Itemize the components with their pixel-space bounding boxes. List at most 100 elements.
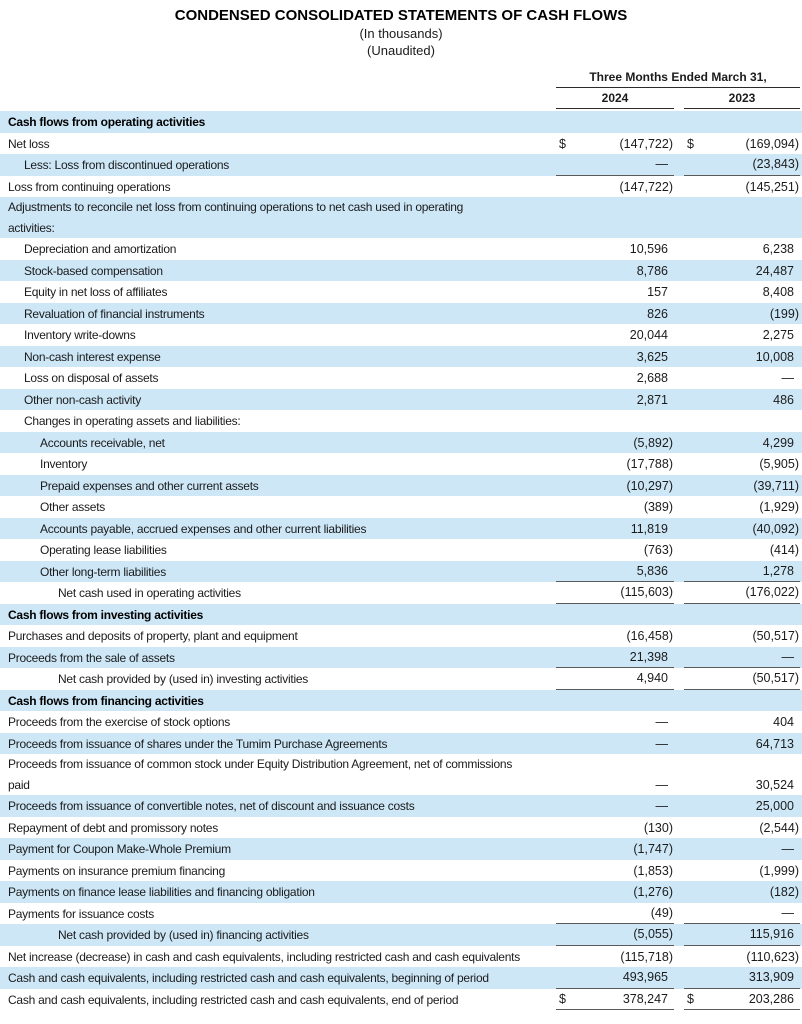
value-2024: 8,786 bbox=[636, 263, 668, 278]
row-label: Adjustments to reconcile net loss from c… bbox=[8, 200, 464, 235]
table-row: Accounts receivable, net (5,892) 4,299 bbox=[0, 431, 802, 454]
value-2023: (40,092) bbox=[752, 521, 799, 536]
row-label: Payment for Coupon Make-Whole Premium bbox=[8, 842, 231, 856]
year-columns-header: 2024 2023 bbox=[0, 89, 802, 109]
value-2024-cell bbox=[556, 605, 674, 626]
value-2023: — bbox=[781, 842, 795, 856]
value-2023-cell: 404 bbox=[684, 712, 800, 733]
value-2023-cell: (39,711) bbox=[684, 476, 800, 497]
document-header: CONDENSED CONSOLIDATED STATEMENTS OF CAS… bbox=[0, 0, 802, 59]
value-2023-cell: 25,000 bbox=[684, 796, 800, 817]
section-header-row: Cash flows from operating activities bbox=[0, 111, 802, 133]
value-2024-cell: 5,836 bbox=[556, 561, 674, 582]
value-2024-cell: (5,055) bbox=[556, 924, 674, 946]
value-2024: (115,718) bbox=[620, 949, 673, 964]
value-2023: (1,929) bbox=[759, 500, 799, 514]
table-row: Loss from continuing operations (147,722)… bbox=[0, 176, 802, 198]
row-label: Accounts payable, accrued expenses and o… bbox=[40, 521, 367, 536]
value-2024: 157 bbox=[647, 285, 668, 299]
value-2023: 64,713 bbox=[755, 736, 794, 751]
table-row: Purchases and deposits of property, plan… bbox=[0, 625, 802, 647]
value-2024: 21,398 bbox=[629, 649, 668, 664]
value-2023-cell: — bbox=[684, 368, 800, 389]
row-label: Cash and cash equivalents, including res… bbox=[8, 971, 489, 985]
row-label: Depreciation and amortization bbox=[24, 242, 177, 256]
value-2024-cell: (115,718) bbox=[556, 947, 674, 968]
period-header-label: Three Months Ended March 31, bbox=[556, 70, 800, 88]
row-label: Inventory bbox=[40, 457, 88, 471]
table-row: Stock-based compensation 8,786 24,487 bbox=[0, 259, 802, 281]
value-2024-cell: — bbox=[556, 796, 674, 817]
value-2023-cell: 486 bbox=[684, 390, 800, 411]
value-2024-cell bbox=[556, 411, 674, 432]
row-label: Revaluation of financial instruments bbox=[24, 306, 205, 321]
value-2024-cell: (5,892) bbox=[556, 433, 674, 454]
value-2023-cell: 8,408 bbox=[684, 282, 800, 303]
row-label: Accounts receivable, net bbox=[40, 435, 165, 450]
value-2024-cell: (130) bbox=[556, 818, 674, 839]
value-2023: (176,022) bbox=[745, 585, 799, 599]
value-2024: — bbox=[655, 715, 669, 729]
table-row: Proceeds from the sale of assets 21,398 — bbox=[0, 646, 802, 668]
value-2023-cell: — bbox=[684, 647, 800, 668]
row-label: Operating lease liabilities bbox=[40, 543, 167, 557]
value-2024: (10,297) bbox=[626, 478, 673, 493]
table-row: Payments on insurance premium financing (… bbox=[0, 860, 802, 882]
value-2023-cell: 313,909 bbox=[684, 967, 800, 989]
value-2023-cell: — bbox=[684, 839, 800, 860]
value-2023-cell: (23,843) bbox=[684, 154, 800, 176]
value-2024: (147,722) bbox=[619, 179, 673, 194]
value-2024-cell: 11,819 bbox=[556, 519, 674, 540]
value-2023: — bbox=[781, 371, 795, 385]
dollar-sign: $ bbox=[687, 991, 694, 1006]
value-2023-cell: (110,623) bbox=[684, 947, 800, 968]
value-2024: 20,044 bbox=[629, 328, 668, 342]
row-label: Other assets bbox=[40, 500, 106, 514]
value-2024: 5,836 bbox=[636, 563, 668, 578]
row-label: Net loss bbox=[8, 136, 50, 151]
value-2024: (16,458) bbox=[626, 629, 673, 643]
value-2024: — bbox=[655, 777, 669, 792]
value-2024: 2,688 bbox=[636, 371, 668, 385]
table-row: Revaluation of financial instruments 826 (… bbox=[0, 302, 802, 324]
table-row: Other assets (389) (1,929) bbox=[0, 496, 802, 518]
value-2023-cell: 2,275 bbox=[684, 325, 800, 346]
value-2024: 2,871 bbox=[636, 392, 668, 407]
value-2023-cell: 30,524 bbox=[684, 775, 800, 796]
table-row: Proceeds from issuance of shares under t… bbox=[0, 732, 802, 754]
table-row: Depreciation and amortization 10,596 6,238 bbox=[0, 238, 802, 260]
value-2024-cell: 2,871 bbox=[556, 390, 674, 411]
value-2024: (1,276) bbox=[633, 885, 673, 899]
row-label: Cash flows from investing activities bbox=[8, 607, 204, 622]
value-2023-cell: (414) bbox=[684, 540, 800, 561]
row-label: Proceeds from issuance of common stock u… bbox=[8, 757, 513, 792]
row-label: Net cash used in operating activities bbox=[58, 586, 241, 600]
section-header-row: Cash flows from financing activities bbox=[0, 689, 802, 711]
row-label: Proceeds from the exercise of stock opti… bbox=[8, 715, 231, 729]
table-row: Changes in operating assets and liabilit… bbox=[0, 410, 802, 432]
value-2023: 115,916 bbox=[749, 927, 794, 941]
value-2023: 203,286 bbox=[748, 991, 794, 1006]
table-row: Other non-cash activity 2,871 486 bbox=[0, 388, 802, 411]
value-2024: (763) bbox=[643, 543, 673, 557]
value-2024: 493,965 bbox=[622, 970, 668, 984]
table-row: Repayment of debt and promissory notes (1… bbox=[0, 817, 802, 839]
row-label: Proceeds from issuance of shares under t… bbox=[8, 736, 388, 751]
row-label: Proceeds from issuance of convertible no… bbox=[8, 799, 415, 813]
value-2024: — bbox=[655, 157, 669, 171]
value-2023: 24,487 bbox=[755, 263, 794, 278]
cash-flow-table: Cash flows from operating activities Net … bbox=[0, 111, 802, 1010]
value-2024-cell: (147,722) bbox=[556, 177, 674, 198]
value-2023-cell: 10,008 bbox=[684, 347, 800, 368]
value-2024: (130) bbox=[643, 820, 673, 835]
value-2024: 826 bbox=[647, 306, 668, 321]
value-2024: 11,819 bbox=[630, 521, 668, 536]
row-label: Repayment of debt and promissory notes bbox=[8, 820, 218, 835]
value-2023: 404 bbox=[773, 715, 794, 729]
value-2023: (110,623) bbox=[746, 949, 799, 964]
value-2023-cell bbox=[684, 112, 800, 133]
value-2024-cell: (1,747) bbox=[556, 839, 674, 860]
value-2024-cell: (1,853) bbox=[556, 861, 674, 882]
table-row: Adjustments to reconcile net loss from c… bbox=[0, 197, 802, 238]
column-header-2024: 2024 bbox=[556, 89, 674, 109]
